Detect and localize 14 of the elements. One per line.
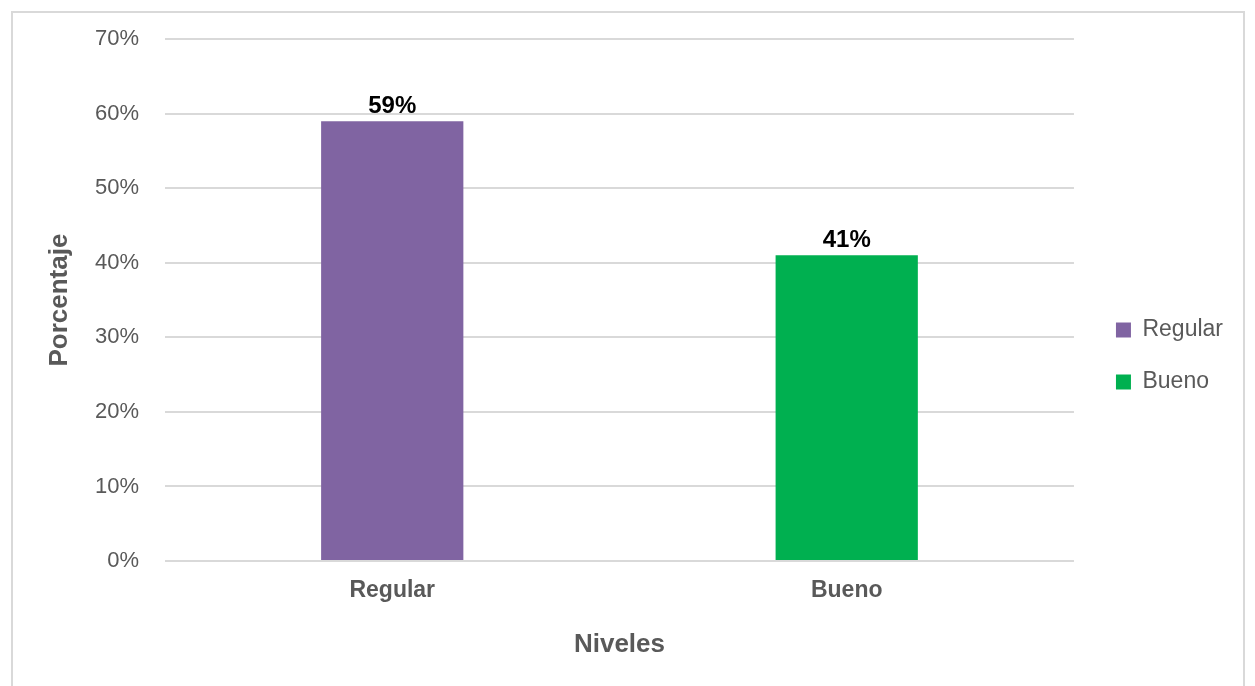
y-tick-label: 70% <box>94 25 139 51</box>
data-label: 41% <box>822 225 871 252</box>
y-tick-label: 40% <box>94 248 139 274</box>
y-tick-label: 30% <box>94 323 139 349</box>
y-axis-title: Porcentaje <box>42 233 73 367</box>
data-label: 59% <box>368 90 417 118</box>
legend-label: Regular <box>1142 315 1224 342</box>
legend-label: Bueno <box>1142 367 1209 394</box>
y-tick-label: 0% <box>107 547 139 573</box>
y-tick-label: 10% <box>94 472 139 498</box>
y-tick-label: 60% <box>94 99 139 125</box>
x-axis-title: Niveles <box>573 627 666 658</box>
y-tick-label: 50% <box>94 174 139 200</box>
y-tick-label: 20% <box>94 397 139 423</box>
